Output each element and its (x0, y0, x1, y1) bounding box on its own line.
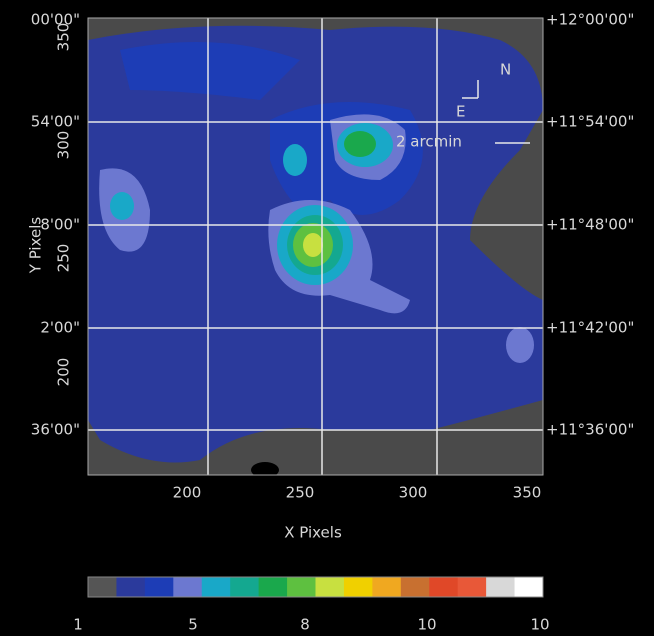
east-label: E (456, 103, 465, 121)
colorbar-swatch (202, 577, 231, 597)
dec-tick-label: +11°48'00" (546, 216, 634, 234)
y-tick-label: 250 (55, 244, 73, 273)
colorbar: 1 5 8 10 10 (73, 577, 549, 634)
colorbar-swatch (458, 577, 487, 597)
image: N E 2 arcmin (88, 18, 543, 478)
colorbar-swatch (372, 577, 401, 597)
x-tick-label: 200 (173, 484, 202, 502)
colorbar-swatch (173, 577, 202, 597)
colorbar-swatch (230, 577, 259, 597)
dec-tick-label: 2'00" (40, 319, 80, 337)
x-tick-label: 350 (513, 484, 542, 502)
dec-tick-label: 54'00" (31, 113, 80, 131)
screenshot: N E 2 arcmin X Pixels Y Pixels 1581010 2… (0, 0, 654, 636)
dec-tick-label: 36'00" (31, 421, 80, 439)
y-tick-label: 300 (55, 131, 73, 160)
x-tick-label: 300 (399, 484, 428, 502)
colorbar-swatch (316, 577, 345, 597)
scale-label: 2 arcmin (396, 133, 462, 151)
dec-tick-label: +11°54'00" (546, 113, 634, 131)
x-axis-label: X Pixels (284, 524, 342, 542)
colorbar-swatch (259, 577, 288, 597)
dec-tick-label: 00'00" (31, 11, 80, 29)
colorbar-swatch (429, 577, 458, 597)
colorbar-swatch (116, 577, 145, 597)
colorbar-swatch (515, 577, 544, 597)
colorbar-label: 10 (530, 616, 549, 634)
colorbar-swatch (401, 577, 430, 597)
colorbar-label: 10 (417, 616, 436, 634)
dec-tick-label: +11°42'00" (546, 319, 634, 337)
dec-tick-label: 8'00" (40, 216, 80, 234)
north-label: N (500, 61, 511, 79)
x-tick-label: 250 (286, 484, 315, 502)
dec-tick-label: +12°00'00" (546, 11, 634, 29)
colorbar-swatch (486, 577, 515, 597)
colorbar-swatch (145, 577, 174, 597)
colorbar-label: 8 (300, 616, 310, 634)
colorbar-swatch (287, 577, 316, 597)
emission-map (88, 26, 543, 478)
colorbar-label: 5 (188, 616, 198, 634)
y-tick-label: 200 (55, 358, 73, 387)
colorbar-label: 1 (73, 616, 83, 634)
colorbar-swatch (344, 577, 373, 597)
dec-tick-label: +11°36'00" (546, 421, 634, 439)
colorbar-swatch (88, 577, 117, 597)
